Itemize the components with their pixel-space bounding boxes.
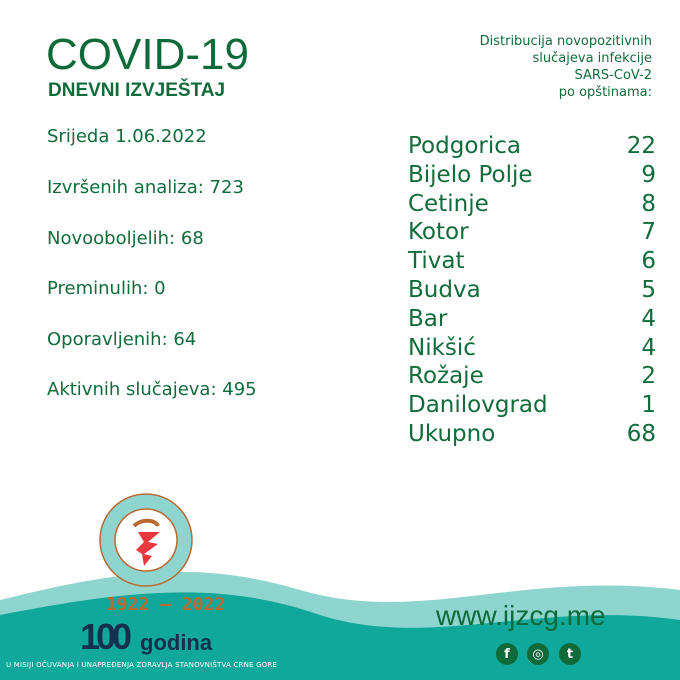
municipality-name: Bar	[408, 305, 448, 332]
municipality-name: Bijelo Polje	[408, 161, 533, 188]
municipality-count: 7	[641, 219, 656, 246]
godina-label: godina	[140, 630, 213, 655]
municipality-name: Budva	[408, 277, 481, 303]
municipality-name: Tivat	[408, 248, 465, 275]
stat-deaths: Preminulih: 0	[47, 278, 166, 299]
municipality-row: Bijelo Polje 9	[408, 161, 656, 189]
twitter-icon[interactable]: t	[559, 643, 581, 665]
municipality-count: 5	[641, 277, 656, 303]
municipality-count: 8	[641, 190, 656, 217]
municipality-name: Ukupno	[408, 421, 496, 447]
municipality-row: Nikšić 4	[408, 334, 656, 362]
municipality-count: 22	[626, 133, 656, 159]
municipality-row: Budva 5	[408, 276, 656, 304]
municipality-count: 1	[641, 392, 656, 419]
page-subtitle: DNEVNI IZVJEŠTAJ	[48, 80, 226, 101]
municipality-name: Cetinje	[408, 190, 489, 217]
page-title: COVID-19	[46, 30, 249, 79]
institute-logo	[99, 493, 193, 587]
instagram-icon[interactable]: ◎	[527, 643, 549, 665]
stat-recovered: Oporavljenih: 64	[47, 329, 197, 350]
municipality-name: Nikšić	[408, 334, 476, 361]
municipality-count: 6	[641, 248, 656, 275]
stat-new-cases: Novooboljelih: 68	[47, 228, 204, 249]
municipality-name: Danilovgrad	[408, 392, 548, 419]
municipality-count: 2	[641, 363, 656, 390]
municipality-name: Rožaje	[408, 363, 484, 390]
municipality-row: Tivat 6	[408, 247, 656, 275]
years-label: 1922 – 2022	[106, 594, 226, 615]
municipality-row: Podgorica 22	[408, 132, 656, 160]
municipality-row: Danilovgrad 1	[408, 391, 656, 419]
distribution-heading: Distribucija novopozitivnih slučajeva in…	[392, 33, 652, 101]
municipality-count: 68	[626, 421, 656, 447]
municipality-count: 4	[641, 305, 656, 332]
municipality-name: Kotor	[408, 219, 469, 246]
mission-text: U MISIJI OČUVANJA I UNAPREĐENJA ZDRAVLJA…	[6, 661, 278, 669]
heading-line: po opštinama:	[558, 85, 652, 100]
website-link[interactable]: www.ijzcg.me	[436, 600, 606, 631]
heading-line: SARS-CoV-2	[574, 68, 653, 83]
municipality-name: Podgorica	[408, 133, 521, 159]
municipality-row: Kotor 7	[408, 218, 656, 246]
facebook-icon[interactable]: f	[496, 643, 518, 665]
municipality-row: Cetinje 8	[408, 190, 656, 218]
municipality-count: 9	[641, 161, 656, 188]
heading-line: Distribucija novopozitivnih	[479, 34, 652, 49]
municipality-row: Ukupno 68	[408, 420, 656, 448]
municipality-row: Rožaje 2	[408, 362, 656, 390]
stat-active: Aktivnih slučajeva: 495	[47, 379, 257, 400]
heading-line: slučajeva infekcije	[532, 51, 652, 66]
municipality-row: Bar 4	[408, 305, 656, 333]
municipality-count: 4	[641, 334, 656, 361]
stat-analyses: Izvršenih analiza: 723	[47, 177, 244, 198]
report-date: Srijeda 1.06.2022	[47, 126, 207, 147]
hundred-logo: 100	[80, 616, 132, 657]
